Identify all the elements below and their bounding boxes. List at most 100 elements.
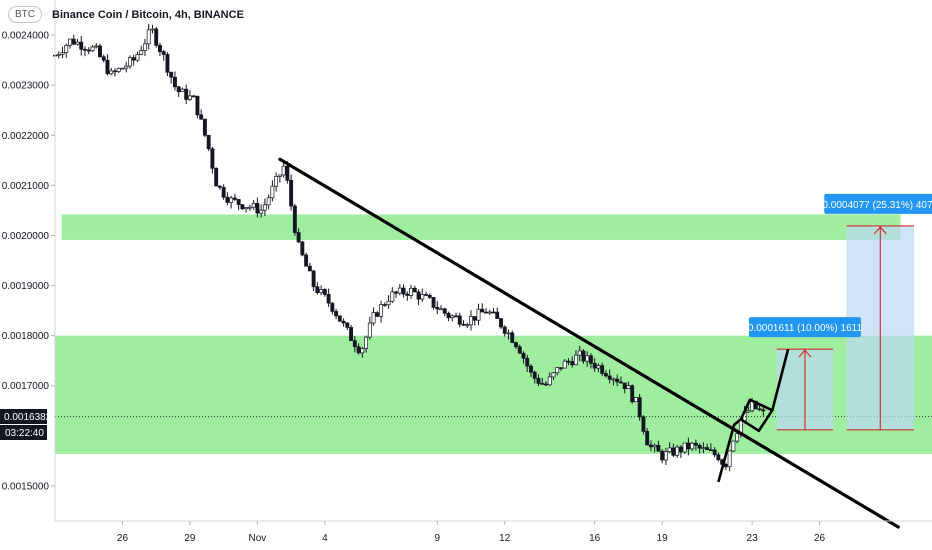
candle-body bbox=[319, 289, 324, 294]
price-zone[interactable] bbox=[61, 214, 901, 240]
candle-body bbox=[195, 95, 200, 116]
measure-label: 0.0004077 (25.31%) 4077 bbox=[822, 200, 932, 211]
trendline[interactable] bbox=[278, 157, 900, 529]
candle-body bbox=[574, 354, 578, 366]
candle-body bbox=[236, 199, 241, 205]
candle-body bbox=[75, 41, 80, 45]
candle-body bbox=[187, 95, 192, 100]
candle-body bbox=[285, 165, 290, 181]
candle-body bbox=[79, 41, 84, 50]
candle-body bbox=[645, 431, 650, 446]
candle-body bbox=[101, 56, 106, 61]
candle-body bbox=[180, 88, 185, 93]
candle-body bbox=[544, 383, 548, 386]
candle-body bbox=[450, 315, 455, 319]
candle-body bbox=[431, 297, 436, 308]
candle-body bbox=[731, 440, 736, 452]
candle-body bbox=[397, 287, 402, 294]
candle-body bbox=[735, 433, 740, 442]
candle-body bbox=[652, 445, 657, 448]
candle-body bbox=[142, 43, 147, 51]
y-tick-label: 0.0019000 bbox=[2, 281, 50, 292]
candle-body bbox=[217, 185, 222, 188]
last-price-tag: 0.0016382 03:22:40 bbox=[0, 409, 52, 440]
candle-body bbox=[266, 197, 271, 206]
flag-pattern[interactable] bbox=[717, 398, 774, 483]
candle-body bbox=[611, 378, 616, 381]
candle-body bbox=[364, 336, 369, 349]
candle-body bbox=[484, 311, 488, 314]
candle-body bbox=[255, 202, 260, 214]
target-projection[interactable] bbox=[771, 348, 790, 411]
candle-body bbox=[592, 362, 597, 369]
measure-label: 0.0001611 (10.00%) 1611 bbox=[748, 323, 863, 334]
candle-body bbox=[386, 300, 391, 306]
y-tick-label: 0.0017000 bbox=[2, 381, 50, 392]
candle-body bbox=[71, 38, 76, 45]
candle-body bbox=[693, 442, 698, 446]
candle-body bbox=[457, 315, 462, 325]
candle-body bbox=[660, 450, 665, 461]
candle-body bbox=[150, 28, 155, 31]
y-tick-label: 0.0018000 bbox=[2, 331, 50, 342]
x-tick-label: 4 bbox=[322, 533, 328, 544]
candle-body bbox=[311, 270, 316, 288]
candle-body bbox=[701, 447, 706, 449]
candle-body bbox=[570, 361, 575, 366]
candle-body bbox=[412, 287, 417, 293]
y-tick-label: 0.0020000 bbox=[2, 231, 50, 242]
measure-arrow-head bbox=[798, 349, 812, 358]
candle-body bbox=[60, 52, 65, 55]
x-tick-label: 19 bbox=[657, 533, 669, 544]
candle-body bbox=[247, 206, 252, 209]
price-axis: 0.0024000 0.0023000 0.0022000 0.0021000 0.00… bbox=[2, 31, 55, 492]
candle-body bbox=[330, 302, 335, 312]
candle-body bbox=[379, 304, 384, 317]
candle-body bbox=[270, 185, 275, 199]
candle-body bbox=[517, 346, 522, 354]
candle-body bbox=[157, 44, 162, 52]
candle-body bbox=[491, 311, 496, 314]
candle-body bbox=[382, 304, 387, 306]
candle-body bbox=[690, 442, 695, 450]
candle-body bbox=[499, 318, 503, 328]
candle-body bbox=[555, 367, 560, 374]
candle-body bbox=[90, 46, 95, 52]
candle-body bbox=[116, 68, 121, 72]
candle-body bbox=[581, 350, 586, 362]
candle-body bbox=[64, 45, 69, 53]
candle-body bbox=[630, 385, 635, 403]
candle-body bbox=[622, 382, 627, 390]
candle-body bbox=[274, 176, 279, 187]
candle-body bbox=[506, 332, 511, 335]
x-tick-label: 9 bbox=[435, 533, 441, 544]
candle-body bbox=[356, 346, 361, 354]
x-tick-label: 12 bbox=[499, 533, 511, 544]
candle-body bbox=[663, 451, 668, 461]
x-tick-label: 23 bbox=[747, 533, 759, 544]
candle-body bbox=[225, 196, 230, 203]
candle-body bbox=[304, 254, 309, 267]
candle-body bbox=[352, 340, 357, 348]
candle-body bbox=[746, 410, 751, 413]
candle-body bbox=[259, 209, 264, 214]
candle-body bbox=[345, 322, 350, 328]
candle-body bbox=[510, 332, 515, 343]
candle-body bbox=[322, 289, 327, 295]
candle-body bbox=[502, 326, 507, 334]
candle-body bbox=[454, 315, 458, 318]
candle-body bbox=[154, 28, 159, 46]
symbol-badge[interactable]: BTC bbox=[8, 6, 42, 23]
candle-body bbox=[113, 70, 117, 73]
candle-body bbox=[480, 308, 485, 313]
candle-body bbox=[648, 444, 653, 448]
candle-body bbox=[469, 316, 473, 326]
candle-body bbox=[633, 397, 638, 403]
candle-body bbox=[326, 294, 331, 304]
measure-label-box bbox=[748, 317, 861, 338]
y-tick-label: 0.0022000 bbox=[2, 131, 50, 142]
candle-body bbox=[169, 71, 174, 78]
candle-body bbox=[678, 446, 683, 453]
candle-body bbox=[600, 365, 605, 374]
